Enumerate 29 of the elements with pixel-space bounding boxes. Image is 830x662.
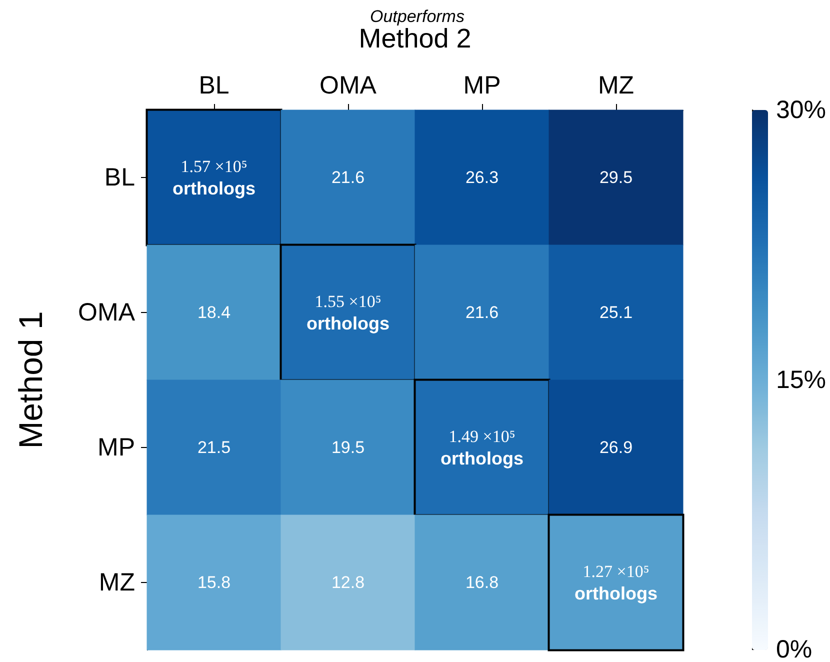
x-tick-label: MP [463,72,501,100]
data-label: 21.6 [331,168,365,187]
color-bar-label: 15% [776,366,826,394]
data-label: 21.6 [465,303,499,322]
text: Outperforms [370,7,465,26]
data-label: 15.8 [197,573,231,592]
data-label: 18.4 [197,303,231,322]
y-tick-label: MZ [98,568,135,596]
data-label: 12.8 [331,573,365,592]
x-tick-label: MZ [598,72,634,100]
data-label: 26.9 [599,438,633,457]
data-label: 1.55 ×10⁵ orthologs [306,292,390,334]
data-label: 1.27 ×10⁵ orthologs [574,562,658,604]
data-label: 29.5 [599,168,633,187]
data-label: 1.57 ×10⁵ orthologs [172,157,256,198]
x-tick-label: OMA [320,72,377,100]
color-bar-label: 30% [776,96,826,124]
data-label: 16.8 [465,573,499,592]
data-label: 19.5 [331,438,365,457]
data-label: 26.3 [465,168,499,187]
y-tick-label: BL [104,164,136,192]
x-tick-label: BL [198,72,230,100]
y-axis-title: Method 1 [12,311,49,449]
y-tick-label: MP [98,434,135,462]
color-bar-label: 0% [776,636,812,662]
y-tick-label: OMA [78,298,136,326]
data-label: 25.1 [599,303,633,322]
data-label: 21.5 [197,438,231,457]
data-label: 1.49 ×10⁵ orthologs [440,427,524,468]
